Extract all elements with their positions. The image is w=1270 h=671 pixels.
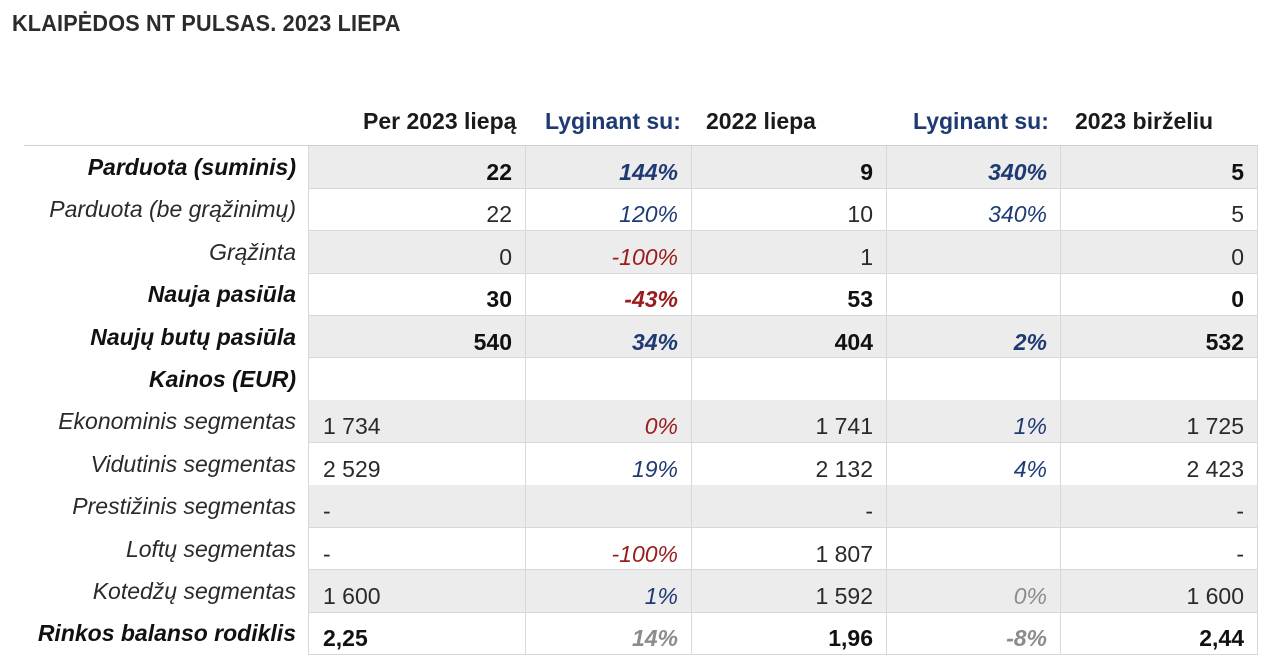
table-cell-r2-c3 (887, 230, 1061, 274)
table-cell-r8-c0: - (308, 485, 526, 529)
row-label-grazinta: Grąžinta (209, 238, 296, 265)
row-label-prestizinis-segmentas: Prestižinis segmentas (72, 493, 296, 520)
table-cell-r0-c2: 9 (692, 146, 887, 189)
table-cell-r0-c1: 144% (526, 146, 692, 189)
table-cell-r3-c0: 30 (308, 273, 526, 317)
table-cell-r0-c0: 22 (308, 146, 526, 189)
table-cell-r1-c1: 120% (526, 188, 692, 232)
table-cell-r11-c0: 2,25 (308, 612, 526, 656)
table-cell-r0-c4: 5 (1061, 146, 1258, 189)
table-cell-r2-c0: 0 (308, 230, 526, 274)
table-cell-r8-c1 (526, 485, 692, 529)
table-cell-r7-c1: 19% (526, 442, 692, 486)
table-cell-r4-c1: 34% (526, 315, 692, 359)
table-cell-r0-c3: 340% (887, 146, 1061, 189)
header-per-2023-liepa: Per 2023 liepą (363, 108, 517, 134)
table-cell-r1-c0: 22 (308, 188, 526, 232)
table-cell-r6-c3: 1% (887, 400, 1061, 444)
table-cell-r8-c2: - (692, 485, 887, 529)
table-cell-r5-c0 (308, 358, 526, 401)
table-cell-r4-c4: 532 (1061, 315, 1258, 359)
report-title: KLAIPĖDOS NT PULSAS. 2023 LIEPA (12, 10, 401, 36)
table-cell-r5-c4 (1061, 358, 1258, 401)
table-cell-r7-c0: 2 529 (308, 442, 526, 486)
table-cell-r10-c1: 1% (526, 570, 692, 613)
table-cell-r6-c0: 1 734 (308, 400, 526, 444)
row-label-nauja-pasiula: Nauja pasiūla (147, 281, 296, 308)
table-cell-r11-c3: -8% (887, 612, 1061, 656)
table-cell-r5-c3 (887, 358, 1061, 401)
table-cell-r6-c1: 0% (526, 400, 692, 444)
table-cell-r1-c4: 5 (1061, 188, 1258, 232)
table-cell-r9-c2: 1 807 (692, 527, 887, 571)
table-cell-r7-c2: 2 132 (692, 442, 887, 486)
table-cell-r9-c3 (887, 527, 1061, 571)
row-label-kainos-eur: Kainos (EUR) (149, 366, 296, 392)
table-cell-r10-c0: 1 600 (308, 570, 526, 613)
row-label-rinkos-balanso-rodiklis: Rinkos balanso rodiklis (37, 620, 296, 647)
table-cell-r8-c4: - (1061, 485, 1258, 529)
table-top-divider (24, 145, 1258, 146)
row-label-loftu-segmentas: Loftų segmentas (125, 535, 296, 562)
table-cell-r3-c3 (887, 273, 1061, 317)
table-cell-r8-c3 (887, 485, 1061, 529)
row-label-ekonominis-segmentas: Ekonominis segmentas (58, 408, 296, 435)
table-cell-r5-c2 (692, 358, 887, 401)
table-cell-r2-c2: 1 (692, 230, 887, 274)
table-cell-r9-c1: -100% (526, 527, 692, 571)
header-2022-liepa: 2022 liepa (706, 108, 816, 134)
table-cell-r4-c2: 404 (692, 315, 887, 359)
table-cell-r3-c2: 53 (692, 273, 887, 317)
table-cell-r6-c2: 1 741 (692, 400, 887, 444)
table-cell-r2-c1: -100% (526, 230, 692, 274)
row-label-vidutinis-segmentas: Vidutinis segmentas (90, 450, 296, 477)
row-label-parduota-suminis: Parduota (suminis) (87, 154, 296, 180)
table-cell-r6-c4: 1 725 (1061, 400, 1258, 444)
table-cell-r2-c4: 0 (1061, 230, 1258, 274)
table-cell-r7-c4: 2 423 (1061, 442, 1258, 486)
table-cell-r10-c3: 0% (887, 570, 1061, 613)
table-cell-r10-c4: 1 600 (1061, 570, 1258, 613)
row-label-nauju-butu-pasiula: Naujų butų pasiūla (90, 323, 296, 350)
table-cell-r11-c2: 1,96 (692, 612, 887, 656)
table-cell-r4-c0: 540 (308, 315, 526, 359)
table-cell-r1-c2: 10 (692, 188, 887, 232)
table-cell-r9-c4: - (1061, 527, 1258, 571)
table-cell-r7-c3: 4% (887, 442, 1061, 486)
table-cell-r4-c3: 2% (887, 315, 1061, 359)
table-cell-r11-c1: 14% (526, 612, 692, 656)
table-cell-r3-c1: -43% (526, 273, 692, 317)
row-label-parduota-be-grazinimu: Parduota (be grąžinimų) (49, 196, 296, 223)
table-cell-r11-c4: 2,44 (1061, 612, 1258, 656)
table-cell-r9-c0: - (308, 527, 526, 571)
table-cell-r10-c2: 1 592 (692, 570, 887, 613)
table-cell-r3-c4: 0 (1061, 273, 1258, 317)
header-lyginant-su-2: Lyginant su: (913, 108, 1049, 134)
table-cell-r5-c1 (526, 358, 692, 401)
header-lyginant-su-1: Lyginant su: (545, 108, 681, 134)
header-2023-birzeliu: 2023 birželiu (1075, 108, 1214, 134)
table-cell-r1-c3: 340% (887, 188, 1061, 232)
row-label-kotedzu-segmentas: Kotedžų segmentas (92, 578, 296, 604)
